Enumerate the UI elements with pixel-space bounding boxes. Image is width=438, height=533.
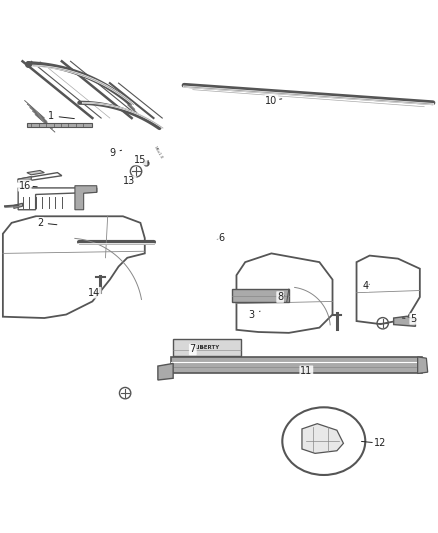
- Text: 4: 4: [362, 281, 368, 291]
- Polygon shape: [14, 203, 22, 208]
- Text: 8: 8: [277, 292, 283, 302]
- Text: 13: 13: [124, 176, 136, 187]
- Ellipse shape: [283, 407, 365, 475]
- Text: 15: 15: [134, 155, 147, 165]
- Bar: [232, 289, 289, 302]
- Polygon shape: [158, 364, 173, 380]
- Text: 9: 9: [109, 148, 115, 158]
- Text: 5: 5: [410, 314, 417, 324]
- Text: 16: 16: [18, 181, 31, 191]
- Polygon shape: [18, 176, 31, 182]
- Text: 3: 3: [249, 310, 255, 319]
- Bar: [173, 340, 241, 356]
- Text: 1: 1: [48, 111, 54, 121]
- Polygon shape: [394, 316, 416, 326]
- Text: LIBERTY: LIBERTY: [194, 345, 220, 350]
- Polygon shape: [418, 357, 427, 374]
- Text: 2: 2: [37, 218, 43, 228]
- Polygon shape: [75, 185, 97, 210]
- Polygon shape: [27, 171, 44, 175]
- Text: M6x1.0: M6x1.0: [152, 146, 163, 160]
- Polygon shape: [27, 123, 92, 127]
- Polygon shape: [302, 424, 343, 454]
- Text: 7: 7: [190, 344, 196, 354]
- Bar: [171, 357, 422, 374]
- Text: 14: 14: [88, 288, 101, 298]
- Text: 6: 6: [218, 233, 224, 243]
- Text: 12: 12: [374, 438, 387, 448]
- Text: 11: 11: [300, 366, 312, 376]
- Text: 10: 10: [265, 95, 278, 106]
